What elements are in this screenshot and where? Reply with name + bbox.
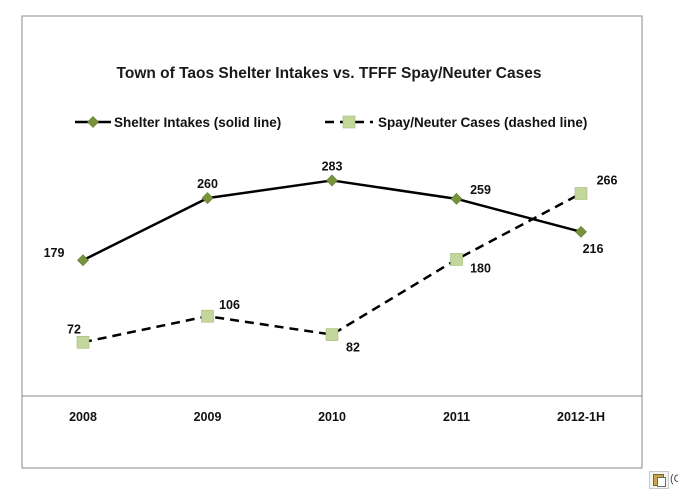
data-point-shelter-intakes-2009 bbox=[201, 192, 214, 205]
legend-label-spay-neuter: Spay/Neuter Cases (dashed line) bbox=[378, 115, 587, 130]
legend-marker-square-icon bbox=[342, 115, 356, 129]
data-label-shelter-intakes-2008: 179 bbox=[44, 246, 65, 260]
data-label-shelter-intakes-2009: 260 bbox=[197, 177, 218, 191]
chart-title: Town of Taos Shelter Intakes vs. TFFF Sp… bbox=[117, 65, 542, 82]
x-tick-label-2009: 2009 bbox=[194, 410, 222, 424]
x-tick-layer: 2008 2009 2010 2011 2012-1H bbox=[69, 410, 605, 424]
legend-marker-diamond-icon bbox=[87, 116, 99, 128]
legend: Shelter Intakes (solid line) Spay/Neuter… bbox=[75, 115, 587, 130]
data-label-shelter-intakes-2012-1H: 216 bbox=[583, 242, 604, 256]
data-point-spay-neuter-2012-1H bbox=[574, 187, 588, 200]
legend-item-shelter-intakes: Shelter Intakes (solid line) bbox=[75, 115, 281, 130]
paste-sheet-icon bbox=[657, 477, 666, 487]
legend-item-spay-neuter: Spay/Neuter Cases (dashed line) bbox=[325, 115, 587, 130]
clipboard-paste-icon[interactable] bbox=[649, 471, 669, 489]
data-point-shelter-intakes-2010 bbox=[326, 174, 338, 187]
data-label-spay-neuter-2010: 82 bbox=[346, 341, 360, 355]
data-point-spay-neuter-2010 bbox=[325, 328, 339, 341]
data-label-spay-neuter-2008: 72 bbox=[67, 322, 81, 336]
data-label-layer: 179 260 283 259 216 72 106 82 180 266 bbox=[44, 159, 618, 354]
x-tick-label-2012-1H: 2012-1H bbox=[557, 410, 605, 424]
chart-border bbox=[21, 15, 643, 469]
data-label-spay-neuter-2012-1H: 266 bbox=[597, 173, 618, 187]
data-point-shelter-intakes-2012-1H bbox=[575, 225, 587, 238]
data-point-spay-neuter-2009 bbox=[201, 309, 214, 323]
x-tick-label-2010: 2010 bbox=[318, 410, 346, 424]
paste-options-caption: (C bbox=[670, 473, 678, 485]
data-label-shelter-intakes-2011: 259 bbox=[470, 183, 491, 197]
x-tick-label-2011: 2011 bbox=[443, 410, 470, 424]
data-label-spay-neuter-2009: 106 bbox=[219, 298, 240, 312]
legend-label-shelter-intakes: Shelter Intakes (solid line) bbox=[114, 115, 281, 130]
series-layer bbox=[76, 174, 588, 349]
data-point-shelter-intakes-2011 bbox=[450, 192, 463, 205]
data-point-shelter-intakes-2008 bbox=[77, 254, 89, 267]
data-label-spay-neuter-2011: 180 bbox=[470, 261, 491, 275]
data-label-shelter-intakes-2010: 283 bbox=[322, 159, 343, 173]
data-point-spay-neuter-2008 bbox=[76, 335, 90, 349]
x-tick-label-2008: 2008 bbox=[69, 410, 97, 424]
data-point-spay-neuter-2011 bbox=[450, 253, 463, 266]
